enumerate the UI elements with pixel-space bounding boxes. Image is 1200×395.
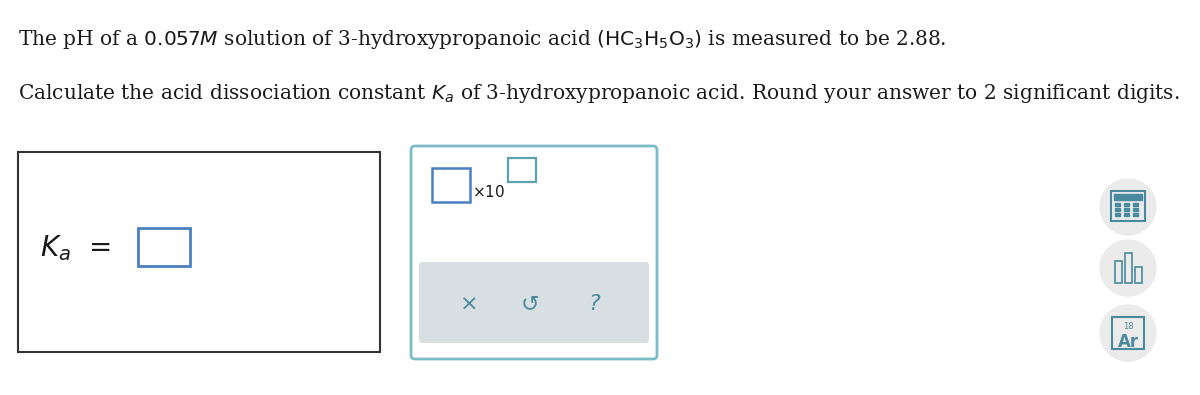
Text: 18: 18	[1123, 322, 1133, 331]
FancyBboxPatch shape	[410, 146, 658, 359]
Bar	[1115, 261, 1122, 283]
Bar	[1126, 253, 1132, 283]
Bar	[1115, 203, 1120, 206]
Circle shape	[1100, 240, 1156, 296]
Text: ?: ?	[588, 294, 600, 314]
Bar	[1133, 208, 1138, 211]
Text: $\times$10: $\times$10	[472, 184, 505, 200]
Text: Calculate the acid dissociation constant $K_a$ of 3-hydroxypropanoic acid. Round: Calculate the acid dissociation constant…	[18, 82, 1180, 105]
Bar	[1133, 213, 1138, 216]
Bar	[138, 228, 190, 266]
Bar	[1115, 213, 1120, 216]
FancyBboxPatch shape	[419, 262, 649, 343]
Circle shape	[1100, 179, 1156, 235]
Bar	[1114, 194, 1142, 200]
Bar	[1124, 208, 1129, 211]
Bar	[432, 168, 470, 202]
Text: The pH of a $0.057\mathit{M}$ solution of 3-hydroxypropanoic acid $\left(\mathrm: The pH of a $0.057\mathit{M}$ solution o…	[18, 28, 947, 51]
Bar	[1133, 203, 1138, 206]
Text: ↺: ↺	[521, 294, 539, 314]
Bar	[1124, 203, 1129, 206]
Circle shape	[1100, 305, 1156, 361]
Bar	[18, 152, 380, 352]
Bar	[1135, 267, 1142, 283]
Text: Ar: Ar	[1117, 333, 1139, 351]
Bar	[1115, 208, 1120, 211]
Text: $K_a$  =: $K_a$ =	[40, 233, 110, 263]
Bar	[1112, 317, 1144, 349]
Text: $\times$: $\times$	[460, 294, 476, 314]
Bar	[1124, 213, 1129, 216]
Bar	[508, 158, 536, 182]
